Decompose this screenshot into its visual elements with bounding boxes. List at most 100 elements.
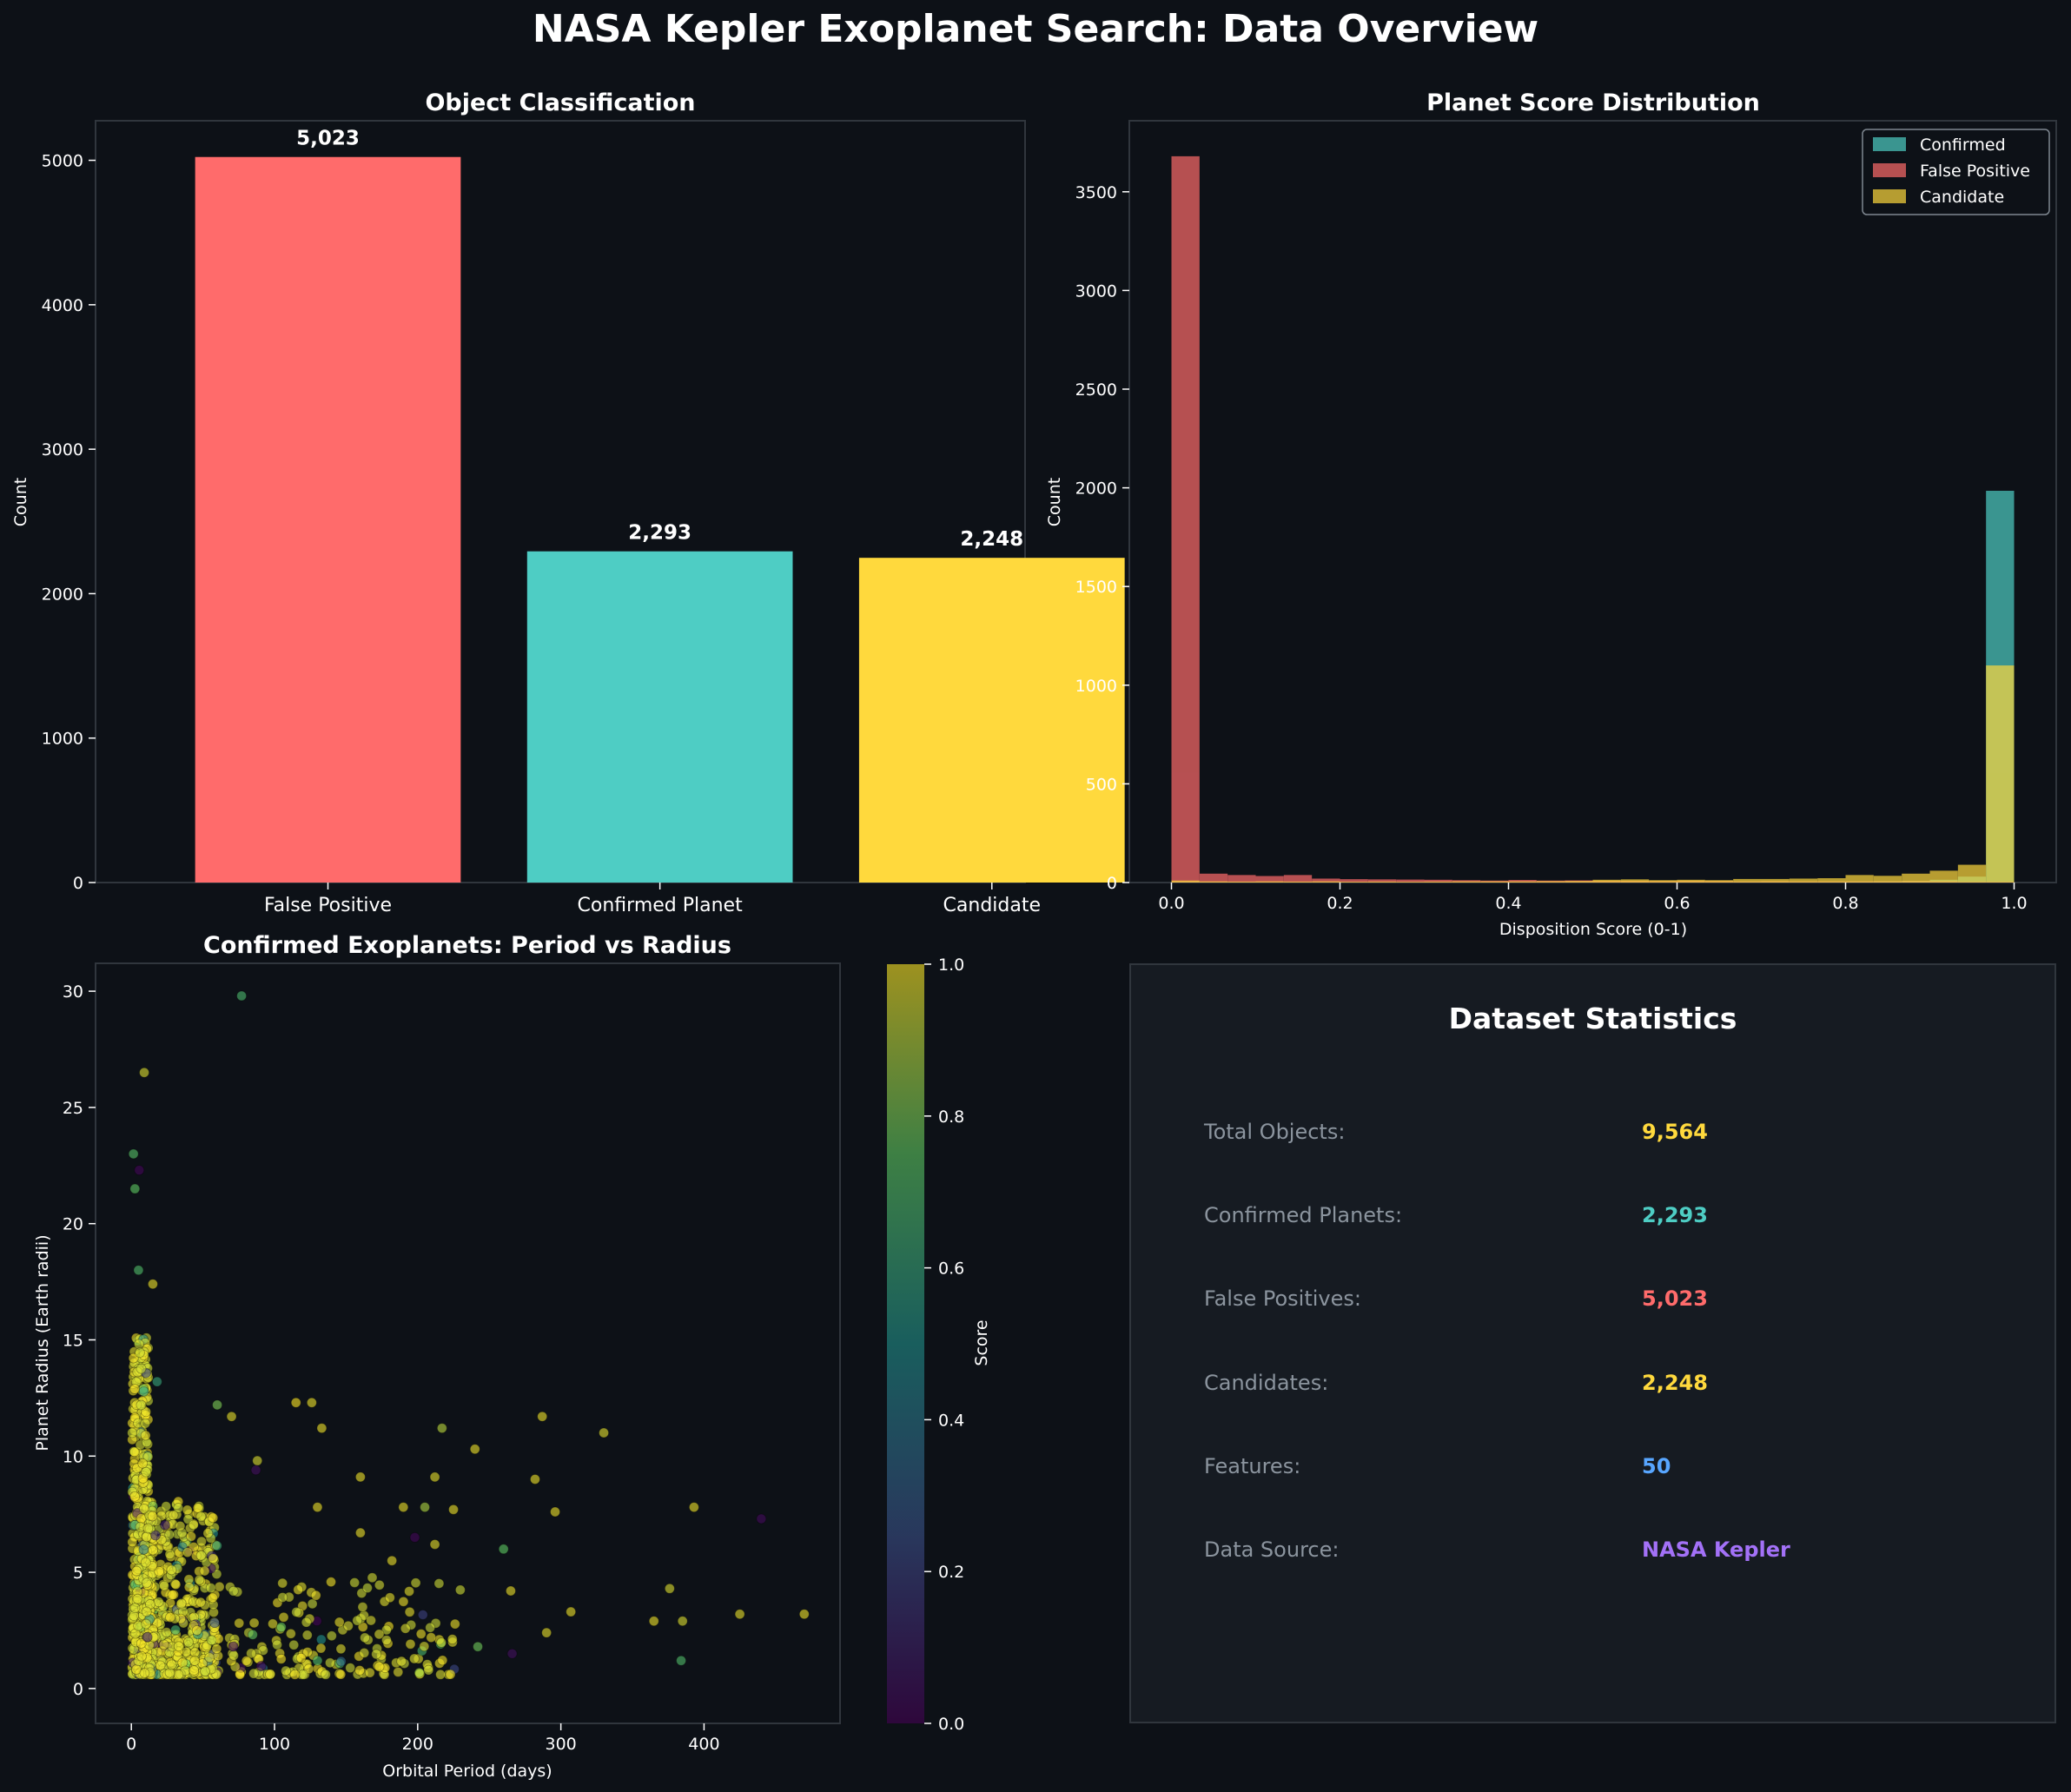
scatter-point — [155, 1660, 166, 1671]
scatter-point — [404, 1586, 414, 1597]
scatter-point — [290, 1397, 301, 1408]
scatter-point — [409, 1653, 420, 1664]
stat-label-total-objects: Total Objects: — [1204, 1120, 1346, 1144]
scatter-point — [173, 1503, 184, 1513]
scatter-point — [367, 1572, 378, 1584]
scatter-point — [335, 1656, 347, 1667]
hist-bar — [1536, 881, 1565, 883]
colorbar-label: Score — [972, 1319, 991, 1365]
scatter-point — [688, 1502, 699, 1513]
scatter-point — [359, 1647, 370, 1658]
scatter-point — [151, 1376, 162, 1387]
scatter-point — [307, 1598, 318, 1610]
hist-chart-title: Planet Score Distribution — [1426, 89, 1760, 116]
scatter-point — [384, 1592, 395, 1604]
hist-x-axis-label: Disposition Score (0-1) — [1499, 920, 1687, 939]
scatter-point — [195, 1550, 207, 1561]
scatter-point — [140, 1418, 151, 1429]
scatter-point — [312, 1502, 323, 1513]
scatter-point — [159, 1580, 169, 1591]
x-tick-label: 0.8 — [1832, 894, 1858, 913]
x-tick-label: 400 — [688, 1735, 719, 1754]
scatter-point — [537, 1411, 548, 1422]
scatter-point — [161, 1501, 172, 1512]
hist-bar — [1817, 878, 1846, 883]
scatter-point — [275, 1622, 287, 1633]
scatter-point — [354, 1471, 366, 1483]
scatter-point — [798, 1609, 810, 1620]
scatter-point — [206, 1635, 217, 1646]
scatter-point — [371, 1649, 382, 1660]
scatter-point — [400, 1623, 411, 1634]
period-radius-chart: Confirmed Exoplanets: Period vs Radius P… — [33, 932, 991, 1781]
scatter-point — [158, 1639, 169, 1650]
scatter-point — [129, 1183, 141, 1194]
scatter-point — [128, 1352, 139, 1364]
scatter-point — [677, 1616, 688, 1627]
scatter-point — [566, 1606, 577, 1617]
hist-bar — [1396, 882, 1425, 883]
scatter-point — [449, 1618, 460, 1630]
scatter-point — [278, 1611, 289, 1623]
hist-bar — [1845, 875, 1874, 883]
hist-bar — [1873, 876, 1902, 883]
bar-chart-title: Object Classification — [425, 89, 695, 116]
y-tick-label: 5 — [73, 1564, 83, 1583]
scatter-point — [277, 1592, 288, 1603]
scatter-point — [248, 1668, 259, 1679]
scatter-point — [235, 1669, 246, 1680]
stat-value-candidates: 2,248 — [1642, 1371, 1708, 1395]
hist-bar — [1677, 879, 1705, 883]
scatter-point — [147, 1511, 158, 1522]
stat-label-features: Features: — [1204, 1454, 1301, 1478]
hist-bar — [1620, 879, 1650, 883]
bar-value-label: 2,293 — [628, 522, 691, 545]
scatter-point — [168, 1510, 179, 1521]
y-tick-label: 15 — [63, 1331, 83, 1350]
scatter-point — [429, 1471, 440, 1483]
scatter-point — [141, 1577, 152, 1589]
stat-value-features: 50 — [1642, 1454, 1671, 1478]
scatter-point — [250, 1465, 261, 1476]
scatter-point — [410, 1577, 421, 1589]
legend-swatch — [1873, 137, 1906, 151]
scatter-point — [127, 1537, 138, 1548]
scatter-point — [141, 1606, 152, 1617]
x-tick-label: False Positive — [264, 895, 392, 916]
colorbar-tick-label: 1.0 — [938, 956, 964, 975]
scatter-point — [165, 1612, 175, 1623]
scatter-point — [166, 1564, 177, 1576]
hist-bar — [1367, 881, 1397, 883]
hist-bar — [1255, 881, 1284, 883]
scatter-point — [295, 1652, 307, 1663]
hist-bar — [1704, 880, 1734, 883]
scatter-point — [321, 1669, 331, 1680]
scatter-point — [381, 1624, 392, 1636]
scatter-point — [204, 1652, 215, 1663]
x-tick-label: 300 — [545, 1735, 576, 1754]
scatter-point — [182, 1547, 193, 1557]
y-tick-label: 2000 — [1075, 479, 1117, 499]
figure-title: NASA Kepler Exoplanet Search: Data Overv… — [533, 7, 1538, 51]
scatter-point — [414, 1667, 425, 1678]
scatter-point — [676, 1655, 686, 1666]
scatter-point — [134, 1339, 144, 1350]
scatter-point — [208, 1553, 219, 1564]
scatter-point — [281, 1665, 291, 1676]
scatter-x-axis-label: Orbital Period (days) — [382, 1762, 552, 1781]
scatter-point — [141, 1466, 151, 1478]
scatter-point — [301, 1630, 313, 1641]
y-tick-label: 20 — [63, 1215, 83, 1234]
y-tick-label: 3000 — [42, 440, 83, 460]
scatter-point — [541, 1627, 552, 1638]
scatter-point — [425, 1622, 436, 1633]
hist-bar — [1312, 881, 1340, 883]
hist-plot-area — [1128, 120, 2057, 883]
hist-bar — [1227, 875, 1256, 883]
scatter-point — [191, 1625, 202, 1636]
scatter-point — [173, 1641, 184, 1652]
scatter-point — [226, 1411, 237, 1422]
scatter-point — [164, 1549, 175, 1560]
scatter-point — [315, 1634, 327, 1645]
